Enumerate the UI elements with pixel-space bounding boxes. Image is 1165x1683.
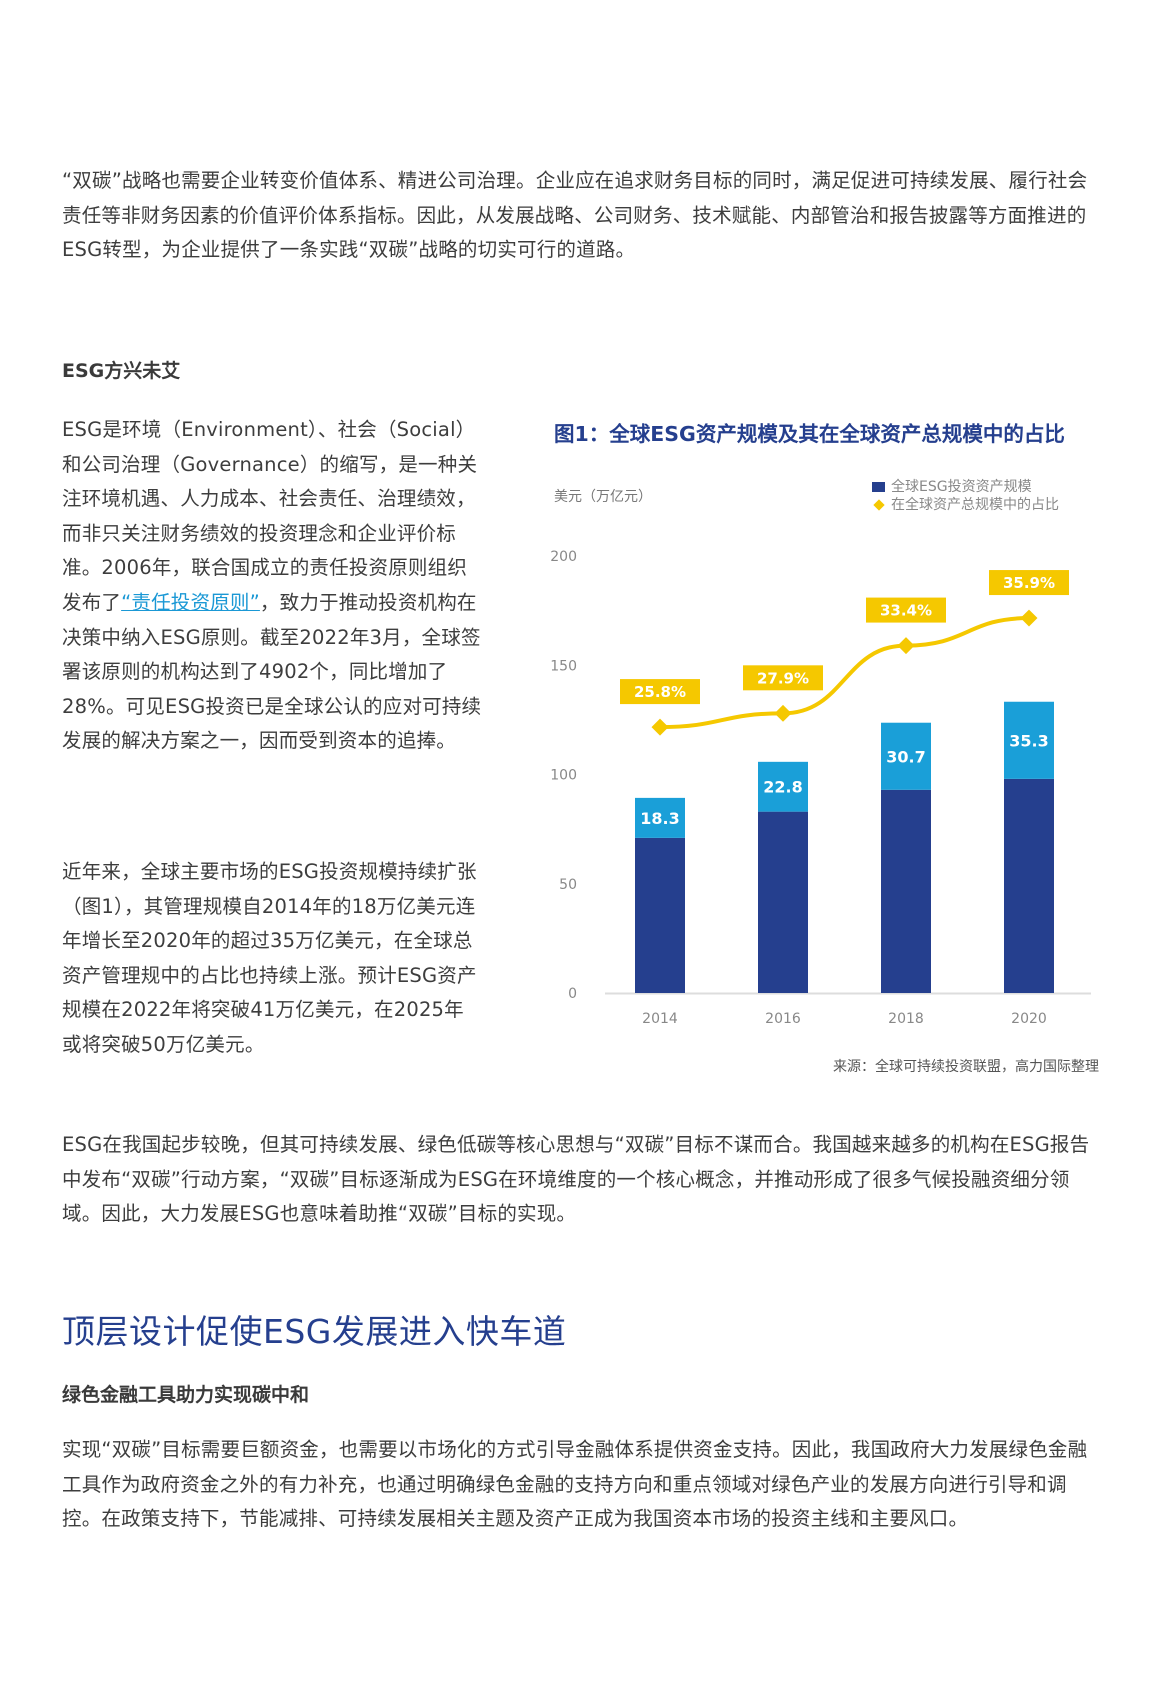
bar-base (758, 811, 808, 993)
x-tick-label: 2016 (765, 1011, 801, 1027)
x-tick-label: 2014 (642, 1011, 678, 1027)
chart-legend: 全球ESG投资资产规模 在全球资产总规模中的占比 (872, 478, 1059, 514)
section-heading-esg: ESG方兴未艾 (62, 360, 181, 382)
x-tick-label: 2020 (1011, 1011, 1047, 1027)
esg-paragraph-part2: ，致力于推动投资机构在决策中纳入ESG原则。截至2022年3月，全球签署该原则的… (62, 590, 482, 753)
figure-title: 图1：全球ESG资产规模及其在全球资产总规模中的占比 (554, 422, 1065, 446)
share-label-box (620, 679, 700, 705)
bar-base (1004, 778, 1054, 993)
share-label-box (866, 597, 946, 623)
share-diamond-marker-icon (1020, 609, 1038, 627)
y-tick-label: 100 (550, 768, 577, 784)
esg-definition-paragraph: ESG是环境（Environment）、社会（Social）和公司治理（Gove… (62, 413, 482, 759)
share-value-label: 25.8% (634, 683, 686, 701)
intro-paragraph: “双碳”战略也需要企业转变价值体系、精进公司治理。企业应在追求财务目标的同时，满… (62, 169, 1088, 262)
bar-base (635, 837, 685, 993)
legend-item-esg-assets: 全球ESG投资资产规模 (872, 478, 1059, 496)
section-heading-top-level-design: 顶层设计促使ESG发展进入快车道 (62, 1312, 567, 1351)
y-tick-label: 150 (550, 658, 577, 674)
share-label-box (989, 570, 1069, 596)
subheading-green-finance: 绿色金融工具助力实现碳中和 (62, 1384, 310, 1406)
y-tick-label: 200 (550, 549, 577, 565)
y-axis-unit-label: 美元（万亿元） (554, 489, 652, 505)
bar-esg-segment (881, 722, 931, 790)
x-tick-label: 2018 (888, 1011, 924, 1027)
share-diamond-marker-icon (651, 718, 669, 736)
share-value-label: 35.9% (1003, 574, 1055, 592)
green-finance-paragraph: 实现“双碳”目标需要巨额资金，也需要以市场化的方式引导金融体系提供资金支持。因此… (62, 1438, 1088, 1531)
bar-value-label: 35.3 (1009, 731, 1048, 750)
figure-source: 来源：全球可持续投资联盟，高力国际整理 (833, 1059, 1099, 1075)
share-value-label: 27.9% (757, 669, 809, 687)
legend-label: 全球ESG投资资产规模 (891, 479, 1032, 495)
share-diamond-marker-icon (774, 704, 792, 722)
legend-diamond-icon (873, 499, 885, 511)
share-value-label: 33.4% (880, 602, 932, 620)
bar-esg-segment (758, 761, 808, 812)
share-line (659, 616, 1030, 730)
y-tick-label: 50 (559, 877, 577, 893)
bar-value-label: 30.7 (886, 747, 925, 766)
y-tick-label: 0 (568, 986, 577, 1002)
bar-value-label: 18.3 (640, 809, 679, 828)
esg-paragraph-part1: ESG是环境（Environment）、社会（Social）和公司治理（Gove… (62, 418, 478, 614)
legend-item-share: 在全球资产总规模中的占比 (872, 496, 1059, 514)
pri-link[interactable]: “责任投资原则” (121, 590, 260, 614)
bar-esg-segment (1004, 701, 1054, 779)
share-label-box (743, 665, 823, 691)
esg-growth-paragraph: 近年来，全球主要市场的ESG投资规模持续扩张（图1），其管理规模自2014年的1… (62, 860, 477, 1056)
bar-esg-segment (635, 797, 685, 838)
esg-china-paragraph: ESG在我国起步较晚，但其可持续发展、绿色低碳等核心思想与“双碳”目标不谋而合。… (62, 1133, 1090, 1226)
legend-bar-swatch-icon (872, 482, 885, 492)
bar-base (881, 789, 931, 993)
share-diamond-marker-icon (897, 637, 915, 655)
bar-value-label: 22.8 (763, 778, 802, 797)
legend-label: 在全球资产总规模中的占比 (891, 497, 1059, 513)
